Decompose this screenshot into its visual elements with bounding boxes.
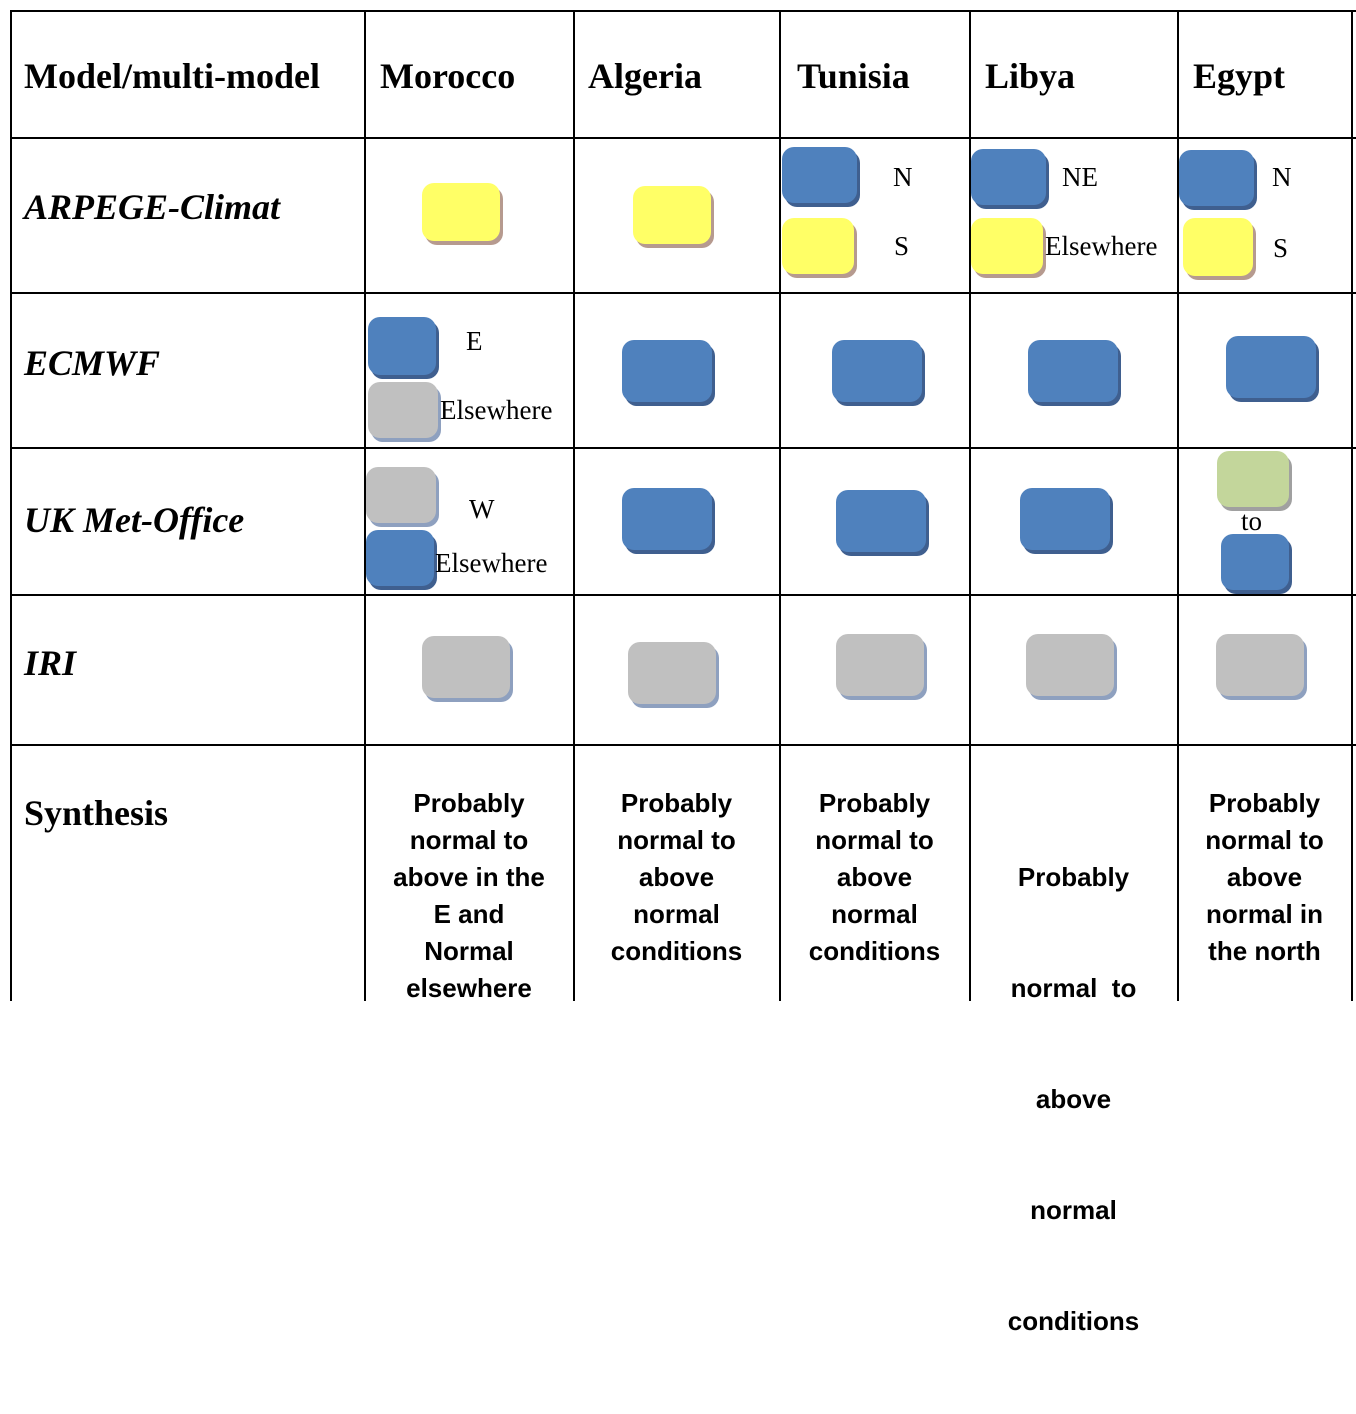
synthesis-line: normal to	[1010, 973, 1137, 1003]
region-label: Elsewhere	[1045, 231, 1158, 261]
header-country-morocco: Morocco	[380, 56, 516, 96]
region-label: S	[894, 231, 910, 261]
swatch-above-normal-blue	[836, 490, 926, 552]
header-country-tunisia: Tunisia	[797, 56, 910, 96]
row-label-ukmo: UK Met-Office	[24, 500, 245, 540]
row-label-iri: IRI	[24, 643, 77, 683]
row-label-ecmwf: ECMWF	[24, 343, 161, 383]
region-label: N	[893, 162, 913, 192]
region-label: Elsewhere	[440, 395, 553, 425]
swatch-above-normal-blue	[971, 149, 1046, 205]
swatch-above-normal-yellow	[633, 186, 711, 244]
synthesis-line: conditions	[610, 936, 743, 966]
synthesis-line: E and	[433, 899, 505, 929]
forecast-table: Model/multi-model Morocco Algeria Tunisi…	[10, 10, 1356, 1336]
column-divider	[969, 10, 971, 1001]
swatch-above-normal-blue	[1028, 340, 1118, 402]
synthesis-morocco: Probably normal to above in the E and No…	[366, 785, 572, 1007]
table-border-top	[10, 10, 1356, 12]
swatch-above-normal-yellow	[782, 218, 854, 274]
swatch-normal-grey	[366, 467, 436, 523]
synthesis-line: Probably	[620, 788, 733, 818]
synthesis-line: above	[1035, 1084, 1112, 1114]
synthesis-line: elsewhere	[406, 973, 532, 1003]
swatch-normal-green	[1217, 451, 1289, 507]
row-divider	[10, 447, 1356, 449]
region-label: W	[469, 494, 495, 524]
synthesis-line: normal to	[815, 825, 934, 855]
swatch-above-normal-blue	[622, 340, 712, 402]
table-border-left	[10, 10, 12, 1001]
synthesis-line: Probably	[818, 788, 931, 818]
swatch-above-normal-blue	[622, 488, 712, 550]
synthesis-line: normal	[633, 899, 720, 929]
synthesis-line: conditions	[1007, 1306, 1140, 1336]
swatch-normal-grey	[628, 642, 716, 704]
row-divider	[10, 137, 1356, 139]
region-label: Elsewhere	[435, 548, 548, 578]
synthesis-line: conditions	[808, 936, 941, 966]
header-model: Model/multi-model	[24, 56, 320, 96]
column-divider	[364, 10, 366, 1001]
synthesis-line: normal in	[1205, 899, 1323, 929]
swatch-normal-grey	[368, 382, 438, 438]
header-country-libya: Libya	[985, 56, 1076, 96]
synthesis-line: Probably	[1017, 862, 1130, 892]
synthesis-line: the north	[1208, 936, 1321, 966]
region-label: S	[1273, 233, 1289, 263]
region-label: to	[1241, 506, 1263, 536]
swatch-above-normal-blue	[832, 340, 922, 402]
row-divider	[10, 744, 1356, 746]
swatch-above-normal-blue	[1020, 488, 1110, 550]
swatch-above-normal-blue	[366, 530, 434, 586]
column-divider	[573, 10, 575, 1001]
synthesis-line: above in the	[393, 862, 545, 892]
swatch-above-normal-blue	[782, 147, 857, 203]
synthesis-line: normal to	[1205, 825, 1324, 855]
swatch-normal-grey	[1216, 634, 1304, 696]
swatch-normal-grey	[836, 634, 924, 696]
synthesis-tunisia: Probably normal to above normal conditio…	[781, 785, 968, 970]
table-border-right	[1351, 10, 1353, 1001]
swatch-above-normal-blue	[1221, 534, 1289, 590]
swatch-above-normal-yellow	[971, 218, 1043, 274]
header-country-algeria: Algeria	[588, 56, 702, 96]
swatch-normal-grey	[1026, 634, 1114, 696]
swatch-above-normal-blue	[1226, 336, 1316, 398]
swatch-above-normal-yellow	[422, 183, 500, 241]
row-divider	[10, 594, 1356, 596]
swatch-normal-grey	[422, 636, 510, 698]
synthesis-line: above	[1226, 862, 1303, 892]
synthesis-line: Probably	[413, 788, 525, 818]
synthesis-line: normal	[1030, 1195, 1117, 1225]
header-country-egypt: Egypt	[1193, 56, 1286, 96]
synthesis-line: normal to	[409, 825, 529, 855]
row-label-synthesis: Synthesis	[24, 793, 169, 833]
row-label-arpege: ARPEGE-Climat	[24, 187, 281, 227]
synthesis-line: Probably	[1208, 788, 1321, 818]
synthesis-libya: Probably normal to above normal conditio…	[971, 785, 1176, 1414]
synthesis-line: normal to	[617, 825, 736, 855]
swatch-above-normal-blue	[368, 317, 436, 375]
swatch-above-normal-yellow	[1183, 218, 1253, 276]
region-label: NE	[1062, 162, 1098, 192]
synthesis-line: Normal	[424, 936, 514, 966]
synthesis-line: above	[638, 862, 715, 892]
synthesis-line: normal	[831, 899, 918, 929]
synthesis-algeria: Probably normal to above normal conditio…	[575, 785, 778, 970]
synthesis-egypt: Probably normal to above normal in the n…	[1179, 785, 1350, 970]
synthesis-line: above	[836, 862, 913, 892]
column-divider	[1177, 10, 1179, 1001]
row-divider	[10, 292, 1356, 294]
column-divider	[779, 10, 781, 1001]
swatch-above-normal-blue	[1179, 150, 1254, 206]
region-label: N	[1272, 162, 1292, 192]
region-label: E	[466, 326, 483, 356]
